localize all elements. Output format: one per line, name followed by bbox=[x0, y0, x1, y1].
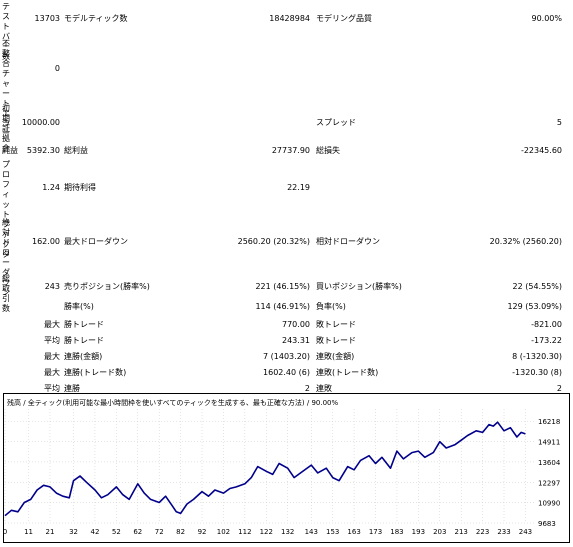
largest-loss-value: -821.00 bbox=[531, 320, 562, 329]
mismatch-value: 0 bbox=[54, 64, 60, 73]
consecutive-loss-value: -1320.30 (8) bbox=[512, 368, 562, 377]
y-tick-label: 16218 bbox=[538, 418, 560, 426]
largest-win-value: 770.00 bbox=[282, 320, 310, 329]
y-tick-label: 10990 bbox=[538, 500, 560, 508]
consecutive-wins-value: 7 (1403.20) bbox=[263, 352, 310, 361]
quality-label: モデリング品質 bbox=[316, 14, 372, 23]
x-tick-label: 11 bbox=[24, 528, 33, 536]
consecutive-wins-label: 連勝(金額) bbox=[64, 352, 103, 361]
max-dd-label: 最大ドローダウン bbox=[64, 237, 128, 246]
x-tick-label: 213 bbox=[454, 528, 467, 536]
short-positions-value: 221 (46.15%) bbox=[255, 282, 310, 291]
y-tick-label: 12297 bbox=[538, 479, 560, 487]
deposit-value: 10000.00 bbox=[21, 118, 60, 127]
relative-dd-value: 20.32% (2560.20) bbox=[489, 237, 562, 246]
largest-loss-label: 敗トレード bbox=[316, 320, 356, 329]
y-tick-label: 9683 bbox=[538, 520, 556, 528]
x-tick-label: 62 bbox=[133, 528, 142, 536]
chart-title: 残高 / 全ティック(利用可能な最小時間枠を使いすべてのティックを生成する、最も… bbox=[7, 398, 339, 407]
mismatch-label: 不整合チャートエラー bbox=[2, 39, 10, 138]
x-tick-label: 203 bbox=[433, 528, 446, 536]
average-label-2: 平均 bbox=[44, 384, 60, 393]
ticks-value: 18428984 bbox=[269, 14, 310, 23]
average-consecutive-losses-label: 連敗 bbox=[316, 384, 332, 393]
largest-label: 最大 bbox=[44, 320, 60, 329]
quality-value: 90.00% bbox=[531, 14, 562, 23]
x-tick-label: 183 bbox=[390, 528, 403, 536]
gross-profit-value: 27737.90 bbox=[271, 146, 310, 155]
profit-factor-value: 1.24 bbox=[42, 183, 60, 192]
x-tick-label: 32 bbox=[69, 528, 78, 536]
x-tick-label: 82 bbox=[176, 528, 185, 536]
average-label: 平均 bbox=[44, 336, 60, 345]
x-tick-label: 163 bbox=[347, 528, 360, 536]
net-value: 5392.30 bbox=[26, 146, 60, 155]
largest-win-label: 勝トレード bbox=[64, 320, 104, 329]
expected-payoff-value: 22.19 bbox=[287, 183, 310, 192]
absolute-dd-label: 絶対ドローダウン bbox=[2, 218, 10, 297]
x-tick-label: 193 bbox=[412, 528, 425, 536]
total-trades-label: 総取引数 bbox=[2, 274, 10, 313]
average-loss-label: 敗トレード bbox=[316, 336, 356, 345]
x-tick-label: 143 bbox=[305, 528, 318, 536]
x-tick-label: 233 bbox=[497, 528, 510, 536]
short-positions-label: 売りポジション(勝率%) bbox=[64, 282, 150, 291]
x-tick-label: 173 bbox=[369, 528, 382, 536]
x-tick-label: 243 bbox=[519, 528, 532, 536]
average-consecutive-wins-value: 2 bbox=[304, 384, 310, 393]
average-consecutive-losses-value: 2 bbox=[556, 384, 562, 393]
x-tick-label: 223 bbox=[476, 528, 489, 536]
expected-payoff-label: 期待利得 bbox=[64, 183, 96, 192]
total-trades-value: 243 bbox=[44, 282, 60, 291]
x-tick-label: 122 bbox=[260, 528, 273, 536]
x-tick-label: 52 bbox=[112, 528, 121, 536]
gross-profit-label: 総利益 bbox=[64, 146, 88, 155]
profit-trades-value: 114 (46.91%) bbox=[255, 302, 310, 311]
x-tick-label: 72 bbox=[155, 528, 164, 536]
x-tick-label: 0 bbox=[3, 528, 7, 536]
average-win-label: 勝トレード bbox=[64, 336, 104, 345]
average-consecutive-wins-label: 連勝 bbox=[64, 384, 80, 393]
balance-series-line bbox=[4, 421, 526, 517]
maximal-label: 最大 bbox=[44, 368, 60, 377]
long-positions-label: 買いポジション(勝率%) bbox=[316, 282, 402, 291]
x-tick-label: 153 bbox=[326, 528, 339, 536]
y-tick-label: 14911 bbox=[538, 439, 560, 447]
net-label: 純益 bbox=[2, 146, 18, 155]
gross-loss-label: 総損失 bbox=[316, 146, 340, 155]
x-tick-label: 42 bbox=[90, 528, 99, 536]
consecutive-loss-label: 連敗(トレード数) bbox=[316, 368, 379, 377]
relative-dd-label: 相対ドローダウン bbox=[316, 237, 380, 246]
bars-label: テストバー数 bbox=[2, 2, 10, 61]
balance-chart: 残高 / 全ティック(利用可能な最小時間枠を使いすべてのティックを生成する、最も… bbox=[3, 393, 570, 543]
deposit-label: 初期証拠金 bbox=[2, 104, 10, 153]
ticks-label: モデルティック数 bbox=[64, 14, 128, 23]
y-tick-label: 13604 bbox=[538, 459, 561, 467]
absolute-dd-value: 162.00 bbox=[32, 237, 60, 246]
profit-trades-label: 勝率(%) bbox=[64, 302, 94, 311]
spread-value: 5 bbox=[556, 118, 562, 127]
maximum-label: 最大 bbox=[44, 352, 60, 361]
max-dd-value: 2560.20 (20.32%) bbox=[237, 237, 310, 246]
x-tick-label: 132 bbox=[281, 528, 294, 536]
average-win-value: 243.31 bbox=[282, 336, 310, 345]
consecutive-losses-value: 8 (-1320.30) bbox=[512, 352, 562, 361]
x-tick-label: 21 bbox=[46, 528, 55, 536]
long-positions-value: 22 (54.55%) bbox=[512, 282, 562, 291]
profit-factor-label: プロフィットファクタ bbox=[2, 160, 10, 259]
bars-value: 13703 bbox=[34, 14, 60, 23]
x-tick-label: 102 bbox=[217, 528, 230, 536]
loss-trades-value: 129 (53.09%) bbox=[507, 302, 562, 311]
average-loss-value: -173.22 bbox=[531, 336, 562, 345]
x-tick-label: 112 bbox=[238, 528, 251, 536]
x-tick-label: 92 bbox=[198, 528, 207, 536]
gross-loss-value: -22345.60 bbox=[520, 146, 562, 155]
loss-trades-label: 負率(%) bbox=[316, 302, 346, 311]
consecutive-profit-label: 連勝(トレード数) bbox=[64, 368, 127, 377]
consecutive-profit-value: 1602.40 (6) bbox=[263, 368, 310, 377]
spread-label: スプレッド bbox=[316, 118, 356, 127]
consecutive-losses-label: 連敗(金額) bbox=[316, 352, 355, 361]
